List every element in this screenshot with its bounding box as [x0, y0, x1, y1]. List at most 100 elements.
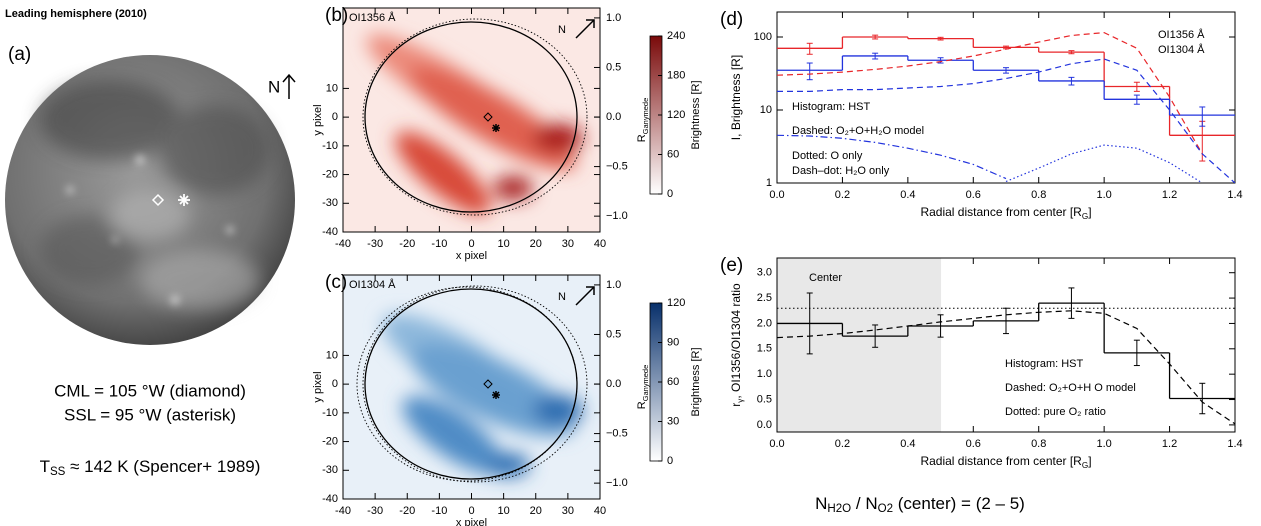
x-axis-label: x pixel	[456, 517, 487, 526]
ganymede-image	[5, 55, 296, 345]
ssl-asterisk	[178, 194, 190, 206]
y-tick-label: -10	[322, 140, 338, 152]
error-bar	[1068, 76, 1075, 86]
y-tick-label: 2.5	[757, 292, 772, 304]
error-bar	[1133, 81, 1140, 92]
subscript: G	[1082, 212, 1088, 221]
x-tick-label: 0.2	[835, 189, 850, 201]
y-tick-label: 1.0	[757, 368, 772, 380]
x-tick-label: 20	[530, 505, 542, 517]
colorbar-tick-label: 180	[667, 69, 685, 81]
error-bar	[1133, 339, 1140, 367]
annotation: Dotted: pure O₂ ratio	[1005, 406, 1106, 418]
x-tick-label: 0.2	[835, 438, 850, 450]
panel-label: (d)	[720, 9, 743, 30]
center-label: Center	[809, 272, 842, 284]
north-label: N	[558, 291, 566, 303]
error-bar	[872, 34, 879, 40]
text-part: ]	[1088, 205, 1091, 219]
y2-axis-label: RGanymede	[636, 98, 650, 143]
annotation: Dash–dot: H₂O only	[792, 165, 890, 177]
error-bar	[1068, 50, 1075, 55]
model-curve	[777, 310, 1235, 425]
x-tick-label: 0.4	[900, 438, 915, 450]
error-bar	[1199, 382, 1206, 415]
x-tick-label: 0.0	[769, 438, 784, 450]
subscript: SS	[50, 466, 66, 478]
x-tick-label: 20	[530, 238, 542, 250]
text-part: (center) = (2 – 5)	[893, 494, 1025, 513]
map-title: OI1304 Å	[349, 278, 396, 291]
text-part: Radial distance from center [R	[920, 454, 1082, 468]
panel-label: (b)	[325, 5, 348, 26]
x-tick-label: -40	[335, 238, 351, 250]
y-tick-label: 10	[326, 82, 338, 94]
text-part: , OI1356/OI1304 ratio	[729, 283, 743, 399]
subscript: O2	[878, 503, 893, 515]
heatmap-image	[343, 8, 600, 232]
colorbar-label: Brightness [R]	[690, 347, 702, 416]
error-bar	[872, 324, 879, 348]
colorbar-tick-label: 30	[667, 415, 679, 427]
x-tick-label: -20	[399, 238, 415, 250]
y2-tick-label: 1.0	[606, 12, 621, 24]
x-tick-label: 0	[468, 505, 474, 517]
tss-text: TSS ≈ 142 K (Spencer+ 1989)	[40, 457, 261, 478]
error-bar	[806, 292, 813, 355]
y-axis-label: y pixel	[312, 371, 324, 402]
subscript: H2O	[827, 503, 851, 515]
y2-tick-label: 1.0	[606, 279, 621, 291]
x-tick-label: 0.4	[900, 189, 915, 201]
annotation: Dashed: O₂+O+H₂O model	[792, 125, 924, 137]
x-tick-label: 10	[498, 505, 510, 517]
plot-frame	[776, 11, 1236, 184]
x-tick-label: 40	[594, 505, 606, 517]
colorbar-tick-label: 0	[667, 188, 673, 200]
model-curve	[1005, 144, 1203, 183]
y2-tick-label: −0.5	[606, 160, 628, 172]
x-tick-label: -10	[431, 238, 447, 250]
annotation: Histogram: HST	[792, 101, 871, 113]
colorbar-tick-label: 60	[667, 376, 679, 388]
text-part: R	[636, 401, 648, 409]
colorbar-tick-label: 240	[667, 30, 685, 42]
heatmap-image	[343, 275, 600, 499]
error-bar	[1003, 307, 1009, 335]
x-tick-label: -20	[399, 505, 415, 517]
y2-tick-label: −1.0	[606, 210, 628, 222]
y-tick-label: 0	[332, 378, 338, 390]
error-bar	[1133, 94, 1140, 105]
y2-axis-label: RGanymede	[636, 365, 650, 410]
y-axis-label: rγ, OI1356/OI1304 ratio	[729, 283, 745, 407]
y-tick-label: -30	[322, 464, 338, 476]
y-tick-label: 3.0	[757, 267, 772, 279]
y-tick-label: 0.0	[757, 419, 772, 431]
x-tick-label: 1.4	[1227, 189, 1242, 201]
x-tick-label: 1.0	[1096, 189, 1111, 201]
center-region	[777, 258, 942, 432]
y-tick-label: -10	[322, 407, 338, 419]
x-axis-label: x pixel	[456, 250, 487, 262]
x-tick-label: 40	[594, 238, 606, 250]
text-part: ≈ 142 K (Spencer+ 1989)	[65, 457, 260, 476]
y2-tick-label: −0.5	[606, 427, 628, 439]
model-curve	[777, 134, 1007, 180]
error-bar	[872, 52, 879, 60]
colorbar-tick-label: 60	[667, 148, 679, 160]
subscript: G	[1082, 461, 1088, 470]
ratio-note: NH2O / NO2 (center) = (2 – 5)	[815, 494, 1025, 515]
x-tick-label: -10	[431, 505, 447, 517]
x-tick-label: 30	[562, 505, 574, 517]
text-part: r	[729, 403, 743, 407]
y-tick-label: -30	[322, 197, 338, 209]
y-tick-label: 0	[332, 111, 338, 123]
panel-label: (c)	[325, 272, 347, 293]
figure-title: Leading hemisphere (2010)	[5, 8, 147, 20]
colorbar-tick-label: 120	[667, 297, 685, 309]
x-tick-label: 1.4	[1227, 438, 1242, 450]
error-bar	[806, 62, 813, 81]
y-axis-label: y pixel	[312, 104, 324, 135]
text-part: N	[815, 494, 827, 513]
